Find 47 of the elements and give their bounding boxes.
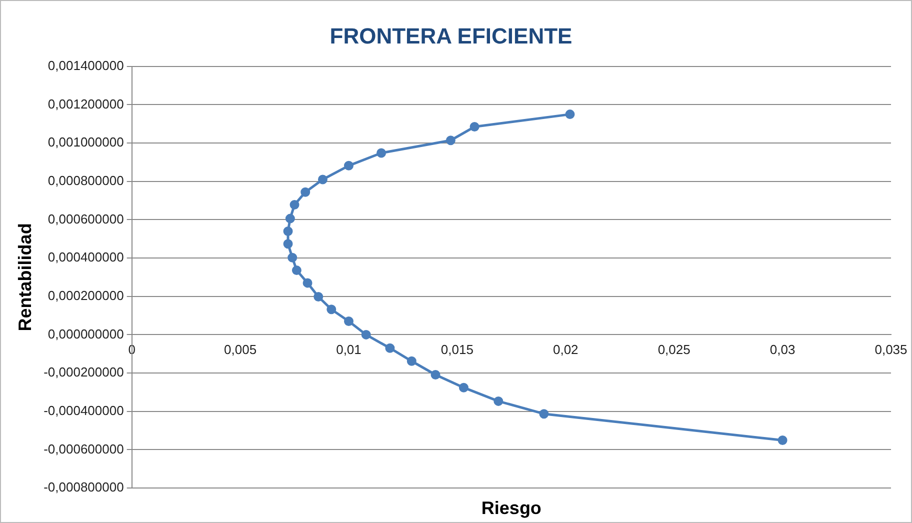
point — [326, 304, 336, 314]
x-tick-label: 0,02 — [552, 342, 578, 358]
point — [300, 187, 310, 197]
x-tick-label: 0,03 — [770, 342, 796, 358]
point — [458, 382, 468, 392]
point — [778, 436, 788, 446]
y-tick-label: 0,000800000 — [48, 172, 124, 188]
point — [318, 174, 328, 184]
x-tick-label: 0,01 — [336, 342, 362, 358]
point — [494, 396, 504, 406]
point — [539, 409, 549, 419]
y-tick-label: -0,000400000 — [44, 402, 124, 418]
y-tick-label: -0,000600000 — [44, 441, 124, 456]
y-axis-title: Rentabilidad — [14, 223, 35, 332]
point — [361, 330, 371, 340]
x-axis-title: Riesgo — [481, 498, 542, 518]
point — [430, 370, 440, 380]
point — [385, 343, 395, 353]
y-tick-label: -0,000200000 — [44, 364, 124, 380]
y-tick-label: 0,000400000 — [48, 250, 124, 265]
point — [470, 122, 480, 132]
point — [292, 266, 302, 276]
x-tick-label: 0,005 — [224, 342, 257, 358]
point — [376, 148, 386, 158]
y-tick-label: -0,000800000 — [44, 480, 124, 495]
x-tick-label: 0,035 — [874, 342, 908, 358]
chart-title: FRONTERA EFICIENTE — [330, 23, 572, 48]
y-tick-label: 0,000200000 — [48, 288, 124, 303]
point — [290, 200, 300, 210]
point — [285, 214, 295, 224]
point — [302, 278, 312, 288]
point — [288, 252, 298, 262]
point — [314, 292, 324, 302]
point — [344, 160, 354, 170]
point — [283, 239, 293, 249]
y-tick-label: 0,000600000 — [48, 211, 124, 226]
point — [283, 226, 293, 236]
x-tick-label: 0,015 — [440, 342, 474, 358]
point — [344, 316, 354, 326]
y-tick-label: 0,000000000 — [48, 326, 124, 342]
x-tick-label: 0,025 — [658, 342, 690, 358]
point — [565, 110, 575, 120]
y-tick-label: 0,001000000 — [48, 134, 124, 150]
y-tick-label: 0,001200000 — [48, 96, 124, 112]
y-tick-label: 0,001400000 — [48, 58, 124, 73]
point — [406, 356, 416, 366]
point — [446, 136, 456, 146]
